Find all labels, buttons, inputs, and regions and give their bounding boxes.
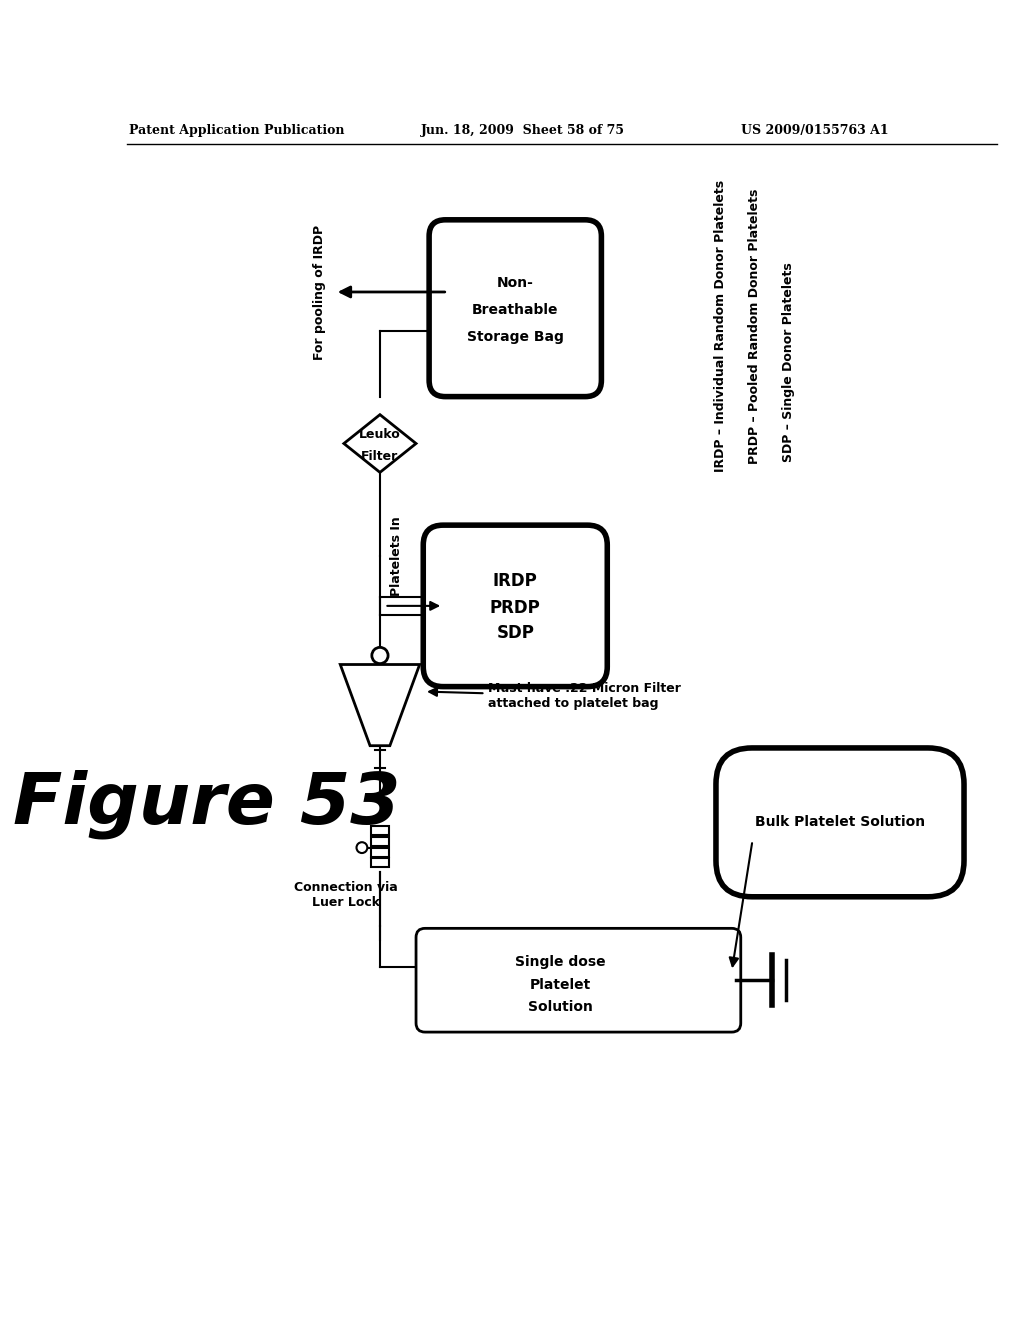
Text: Connection via
Luer Lock: Connection via Luer Lock	[294, 880, 397, 908]
Text: Platelet: Platelet	[529, 978, 591, 991]
FancyBboxPatch shape	[371, 826, 389, 836]
Polygon shape	[344, 414, 416, 473]
Text: Leuko: Leuko	[359, 428, 400, 441]
Text: Single dose: Single dose	[515, 956, 605, 969]
Text: Storage Bag: Storage Bag	[467, 330, 563, 345]
Text: For pooling of IRDP: For pooling of IRDP	[313, 224, 326, 359]
Text: Non-: Non-	[497, 276, 534, 290]
Text: US 2009/0155763 A1: US 2009/0155763 A1	[740, 124, 889, 137]
Text: Must have .22 Micron Filter
attached to platelet bag: Must have .22 Micron Filter attached to …	[429, 682, 681, 710]
Text: Jun. 18, 2009  Sheet 58 of 75: Jun. 18, 2009 Sheet 58 of 75	[421, 124, 625, 137]
FancyBboxPatch shape	[716, 748, 964, 896]
Polygon shape	[340, 664, 420, 746]
Text: Figure 53: Figure 53	[13, 770, 400, 840]
Text: IRDP: IRDP	[493, 572, 538, 590]
Text: Solution: Solution	[528, 1001, 593, 1014]
Circle shape	[356, 842, 368, 853]
FancyBboxPatch shape	[416, 928, 740, 1032]
Text: Bulk Platelet Solution: Bulk Platelet Solution	[755, 816, 925, 829]
Text: SDP – Single Donor Platelets: SDP – Single Donor Platelets	[782, 263, 796, 462]
FancyBboxPatch shape	[423, 525, 607, 686]
FancyBboxPatch shape	[371, 837, 389, 846]
Text: Filter: Filter	[361, 450, 398, 462]
Text: IRDP – Individual Random Donor Platelets: IRDP – Individual Random Donor Platelets	[714, 181, 727, 473]
FancyBboxPatch shape	[371, 858, 389, 867]
Circle shape	[372, 647, 388, 664]
FancyBboxPatch shape	[371, 847, 389, 857]
FancyBboxPatch shape	[429, 220, 601, 396]
Text: Platelets In: Platelets In	[390, 516, 402, 597]
Text: PRDP: PRDP	[489, 599, 541, 616]
Text: SDP: SDP	[497, 624, 535, 642]
Text: Breathable: Breathable	[472, 304, 558, 317]
Text: PRDP – Pooled Random Donor Platelets: PRDP – Pooled Random Donor Platelets	[748, 189, 761, 463]
Text: Patent Application Publication: Patent Application Publication	[129, 124, 345, 137]
